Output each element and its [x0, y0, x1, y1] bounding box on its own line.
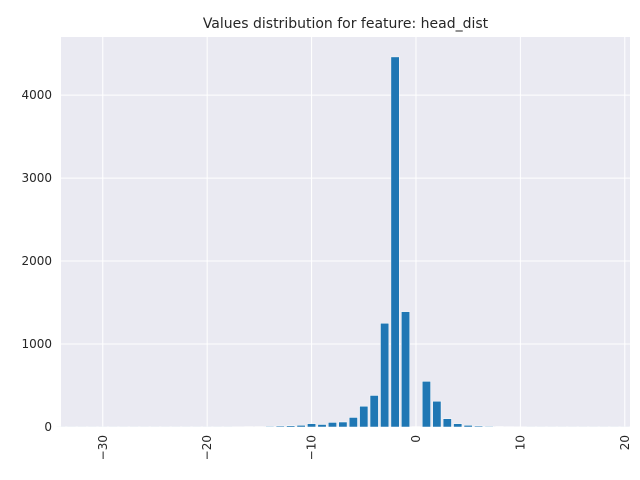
y-tick-label-4: 4000 [21, 88, 52, 102]
bar-22 [286, 425, 296, 428]
bar-26 [328, 422, 337, 428]
bar-37 [442, 418, 452, 428]
bar-40 [474, 425, 484, 428]
x-tick-label-2: −10 [305, 435, 319, 460]
x-tick-label-0: −30 [96, 435, 110, 460]
bar-32 [390, 56, 400, 428]
grid-lines [61, 37, 630, 428]
bar-41 [484, 426, 494, 428]
x-tick-label-4: 10 [513, 435, 527, 450]
x-tick-label-5: 20 [618, 435, 632, 450]
bar-25 [317, 424, 327, 428]
plot-area [61, 37, 630, 427]
chart-title: Values distribution for feature: head_di… [203, 16, 489, 32]
bar-38 [453, 423, 463, 428]
bar-31 [380, 323, 390, 428]
x-axis-tick-labels: −30 −20 −10 0 10 20 [96, 435, 632, 460]
x-tick-label-3: 0 [409, 435, 423, 443]
x-tick-label-1: −20 [200, 435, 214, 460]
bar-30 [369, 395, 379, 428]
bars [56, 56, 630, 428]
bar-29 [359, 406, 369, 428]
bar-33 [401, 311, 410, 428]
bar-36 [432, 401, 442, 428]
y-axis-tick-labels: 0 1000 2000 3000 4000 [21, 88, 52, 434]
bar-28 [348, 417, 358, 428]
bar-27 [338, 421, 348, 428]
bar-35 [421, 381, 431, 428]
bar-24 [307, 423, 316, 428]
bar-21 [275, 425, 285, 428]
y-tick-label-0: 0 [44, 420, 52, 434]
y-tick-label-2: 2000 [21, 254, 52, 268]
bar-23 [296, 425, 306, 428]
bar-39 [463, 425, 473, 428]
y-tick-label-1: 1000 [21, 337, 52, 351]
bar-20 [265, 426, 275, 428]
y-tick-label-3: 3000 [21, 171, 52, 185]
